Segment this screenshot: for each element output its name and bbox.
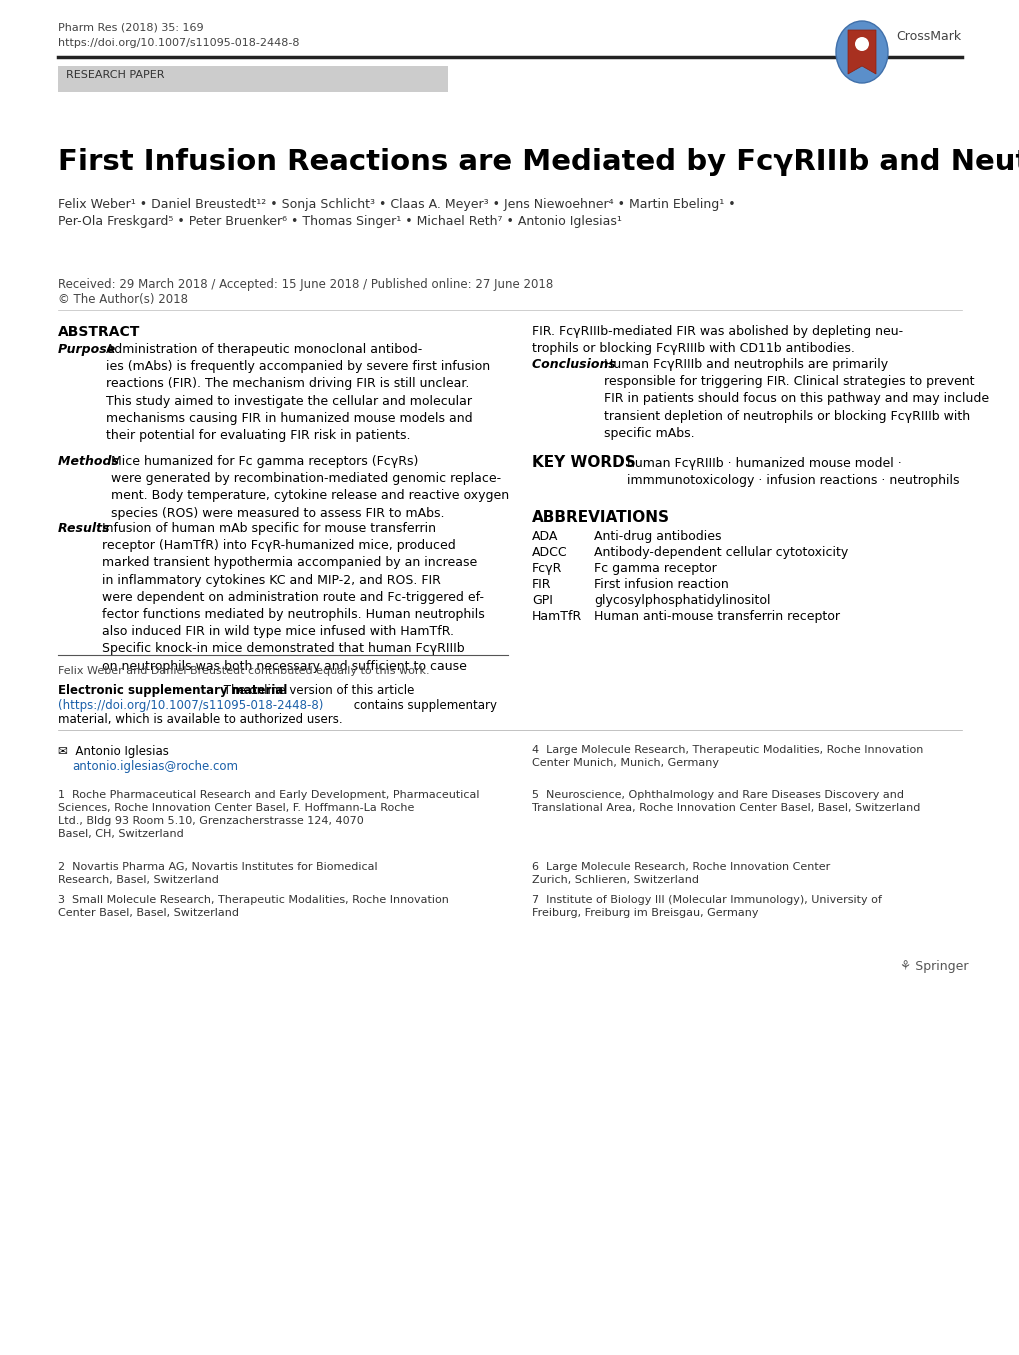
Text: Conclusions: Conclusions xyxy=(532,358,620,371)
Text: 5  Neuroscience, Ophthalmology and Rare Diseases Discovery and
Translational Are: 5 Neuroscience, Ophthalmology and Rare D… xyxy=(532,790,919,813)
Text: 6  Large Molecule Research, Roche Innovation Center
Zurich, Schlieren, Switzerla: 6 Large Molecule Research, Roche Innovat… xyxy=(532,862,829,885)
Text: https://doi.org/10.1007/s11095-018-2448-8: https://doi.org/10.1007/s11095-018-2448-… xyxy=(58,38,300,47)
Text: Felix Weber and Daniel Breustedt contributed equally to this work.: Felix Weber and Daniel Breustedt contrib… xyxy=(58,667,429,676)
Text: 7  Institute of Biology III (Molecular Immunology), University of
Freiburg, Frei: 7 Institute of Biology III (Molecular Im… xyxy=(532,896,881,919)
Text: Anti-drug antibodies: Anti-drug antibodies xyxy=(593,530,720,543)
Text: KEY WORDS: KEY WORDS xyxy=(532,455,640,470)
Text: 1  Roche Pharmaceutical Research and Early Development, Pharmaceutical
Sciences,: 1 Roche Pharmaceutical Research and Earl… xyxy=(58,790,479,839)
Text: Methods: Methods xyxy=(58,455,123,467)
Text: Human anti-mouse transferrin receptor: Human anti-mouse transferrin receptor xyxy=(593,610,840,623)
Text: Human FcγRIIIb and neutrophils are primarily
responsible for triggering FIR. Cli: Human FcγRIIIb and neutrophils are prima… xyxy=(603,358,988,440)
Text: 4  Large Molecule Research, Therapeutic Modalities, Roche Innovation
Center Muni: 4 Large Molecule Research, Therapeutic M… xyxy=(532,745,922,768)
Polygon shape xyxy=(847,30,875,75)
Circle shape xyxy=(854,37,868,51)
Text: human FcγRIIIb · humanized mouse model ·
immmunotoxicology · infusion reactions : human FcγRIIIb · humanized mouse model ·… xyxy=(627,457,959,488)
Ellipse shape xyxy=(836,20,888,83)
Text: Infusion of human mAb specific for mouse transferrin
receptor (HamTfR) into FcγR: Infusion of human mAb specific for mouse… xyxy=(102,522,484,672)
Bar xyxy=(58,66,447,92)
Text: Electronic supplementary material: Electronic supplementary material xyxy=(58,684,287,696)
Text: Administration of therapeutic monoclonal antibod-
ies (mAbs) is frequently accom: Administration of therapeutic monoclonal… xyxy=(106,343,490,442)
Text: Mice humanized for Fc gamma receptors (FcγRs)
were generated by recombination-me: Mice humanized for Fc gamma receptors (F… xyxy=(111,455,508,519)
Text: Received: 29 March 2018 / Accepted: 15 June 2018 / Published online: 27 June 201: Received: 29 March 2018 / Accepted: 15 J… xyxy=(58,278,552,291)
Text: Felix Weber¹ • Daniel Breustedt¹² • Sonja Schlicht³ • Claas A. Meyer³ • Jens Nie: Felix Weber¹ • Daniel Breustedt¹² • Sonj… xyxy=(58,198,735,211)
Text: ⚘ Springer: ⚘ Springer xyxy=(899,959,968,973)
Text: ADA: ADA xyxy=(532,530,557,543)
Text: (https://doi.org/10.1007/s11095-018-2448-8): (https://doi.org/10.1007/s11095-018-2448… xyxy=(58,699,323,711)
Text: First infusion reaction: First infusion reaction xyxy=(593,579,728,591)
Text: FcγR: FcγR xyxy=(532,562,561,575)
Text: ✉  Antonio Iglesias: ✉ Antonio Iglesias xyxy=(58,745,169,757)
Text: ABSTRACT: ABSTRACT xyxy=(58,325,141,339)
Text: FIR: FIR xyxy=(532,579,551,591)
Text: First Infusion Reactions are Mediated by FcγRIIIb and Neutrophils: First Infusion Reactions are Mediated by… xyxy=(58,148,1019,176)
Text: Fc gamma receptor: Fc gamma receptor xyxy=(593,562,716,575)
Text: antonio.iglesias@roche.com: antonio.iglesias@roche.com xyxy=(72,760,237,772)
Text: glycosylphosphatidylinositol: glycosylphosphatidylinositol xyxy=(593,593,769,607)
Text: Purpose: Purpose xyxy=(58,343,119,356)
Text: Pharm Res (2018) 35: 169: Pharm Res (2018) 35: 169 xyxy=(58,22,204,33)
Text: RESEARCH PAPER: RESEARCH PAPER xyxy=(66,70,164,80)
Text: The online version of this article: The online version of this article xyxy=(220,684,414,696)
Text: FIR. FcγRIIIb-mediated FIR was abolished by depleting neu-
trophils or blocking : FIR. FcγRIIIb-mediated FIR was abolished… xyxy=(532,325,902,355)
Text: ADCC: ADCC xyxy=(532,546,567,560)
Text: © The Author(s) 2018: © The Author(s) 2018 xyxy=(58,293,187,306)
Text: 2  Novartis Pharma AG, Novartis Institutes for Biomedical
Research, Basel, Switz: 2 Novartis Pharma AG, Novartis Institute… xyxy=(58,862,377,885)
Text: 3  Small Molecule Research, Therapeutic Modalities, Roche Innovation
Center Base: 3 Small Molecule Research, Therapeutic M… xyxy=(58,896,448,919)
Text: Results: Results xyxy=(58,522,114,535)
Text: contains supplementary: contains supplementary xyxy=(350,699,496,711)
Text: CrossMark: CrossMark xyxy=(895,30,960,43)
Text: ABBREVIATIONS: ABBREVIATIONS xyxy=(532,509,669,524)
Text: material, which is available to authorized users.: material, which is available to authoriz… xyxy=(58,713,342,726)
Text: HamTfR: HamTfR xyxy=(532,610,582,623)
Text: Antibody-dependent cellular cytotoxicity: Antibody-dependent cellular cytotoxicity xyxy=(593,546,848,560)
Text: GPI: GPI xyxy=(532,593,552,607)
Text: Per-Ola Freskgard⁵ • Peter Bruenker⁶ • Thomas Singer¹ • Michael Reth⁷ • Antonio : Per-Ola Freskgard⁵ • Peter Bruenker⁶ • T… xyxy=(58,215,622,228)
